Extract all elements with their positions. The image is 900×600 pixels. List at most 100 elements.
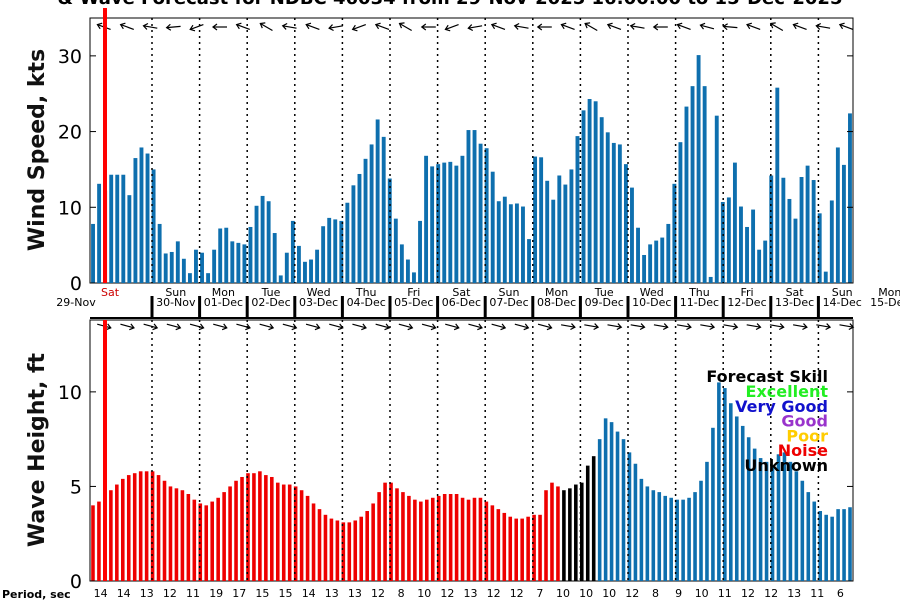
wave-height-bar	[97, 501, 101, 581]
wind-speed-bar	[139, 147, 144, 283]
wave-height-bar	[794, 471, 799, 581]
wind-speed-bar	[442, 162, 447, 283]
wave-height-bar	[723, 388, 727, 581]
wave-direction-arrow	[166, 323, 182, 331]
day-label: Tue	[261, 286, 281, 299]
wave-height-axis-label: Wave Height, ft	[25, 352, 50, 547]
wave-direction-arrow	[236, 323, 251, 331]
wind-speed-bar	[581, 110, 586, 284]
wave-height-bar	[323, 514, 328, 581]
wind-speed-bar	[678, 142, 683, 283]
wave-height-bar	[717, 382, 721, 581]
period-tick-label: 13	[464, 587, 478, 600]
wind-speed-bar	[726, 197, 731, 283]
wave-direction-arrow	[421, 323, 437, 331]
wind-speed-bar	[702, 86, 707, 283]
wave-height-bar	[782, 452, 787, 581]
wind-speed-bar	[412, 272, 416, 283]
wave-height-bar	[216, 497, 220, 581]
wave-y-tick-label: 0	[70, 571, 82, 593]
wind-speed-bar	[805, 165, 810, 283]
wave-height-bar	[693, 492, 697, 581]
wind-direction-arrow	[606, 22, 622, 30]
wave-height-bar	[770, 467, 775, 581]
wind-speed-bar	[303, 261, 307, 283]
wind-speed-bar	[623, 164, 628, 283]
wind-speed-bar	[357, 173, 362, 283]
wind-speed-bar	[157, 223, 162, 283]
period-tick-label: 11	[810, 587, 824, 600]
wave-direction-arrow	[398, 323, 414, 331]
wind-speed-bar	[97, 183, 102, 283]
wind-direction-arrow	[142, 22, 158, 30]
wind-direction-arrow	[629, 22, 645, 30]
wind-speed-bar	[133, 158, 138, 283]
wave-height-bar	[746, 437, 751, 581]
wave-height-bar	[562, 490, 566, 581]
wind-direction-arrow	[328, 24, 343, 32]
wave-height-bar	[615, 431, 620, 581]
wave-height-bar	[574, 484, 578, 581]
wave-height-bar	[812, 501, 817, 581]
wave-height-bar	[729, 403, 733, 581]
chart-title: & Wave Forecast for NDBC 46034 from 29-N…	[58, 0, 843, 9]
wind-speed-bar	[218, 228, 223, 283]
period-tick-label: 7	[536, 587, 543, 600]
wind-direction-arrow	[490, 22, 506, 30]
day-label: Sun	[165, 286, 186, 299]
wind-speed-bar	[381, 136, 386, 283]
wind-speed-bar	[448, 161, 453, 283]
legend-entry: Good	[781, 412, 828, 431]
day-label: Sat	[452, 286, 471, 299]
wind-direction-arrow	[398, 22, 412, 32]
wind-speed-bar	[478, 143, 483, 283]
wave-height-bar	[568, 488, 572, 581]
day-label: Mon	[878, 286, 900, 299]
wave-height-bar	[180, 490, 185, 581]
day-label: Fri	[407, 286, 420, 299]
wave-height-bar	[204, 505, 209, 581]
wave-height-bar	[544, 490, 548, 581]
wave-height-bar	[144, 471, 149, 581]
wind-speed-bar	[363, 158, 368, 283]
wind-direction-arrow	[746, 22, 761, 30]
wave-height-bar	[132, 473, 137, 581]
wind-speed-bar	[333, 219, 338, 283]
wave-height-panel: 0 5 10 14 14 13 12 11 19 17 15 15 14 13 13 12 8 10 12 13 12 1…	[58, 296, 855, 600]
wind-direction-arrow	[119, 22, 134, 30]
day-label: Thu	[355, 286, 377, 299]
wave-height-bar	[228, 486, 232, 581]
wave-height-bar	[430, 497, 435, 581]
day-label: Mon	[545, 286, 568, 299]
date-label: 02-Dec	[251, 296, 290, 309]
wind-speed-bar	[284, 252, 289, 283]
wind-speed-bar	[91, 223, 95, 283]
date-label: 05-Dec	[394, 296, 433, 309]
period-tick-label: 9	[675, 587, 682, 600]
wave-height-bar	[222, 492, 226, 581]
period-tick-label: 17	[232, 587, 246, 600]
wind-direction-arrow	[305, 22, 320, 30]
date-label: 13-Dec	[775, 296, 814, 309]
wave-height-bar	[150, 471, 155, 581]
wave-height-bar	[734, 416, 739, 581]
wave-height-bar	[818, 511, 823, 581]
wave-height-bar	[454, 494, 459, 581]
wave-height-bar	[389, 482, 393, 581]
wind-speed-bar	[630, 187, 634, 283]
wave-direction-arrow	[793, 323, 808, 331]
wind-speed-bar	[187, 273, 192, 283]
wind-speed-bar	[194, 249, 198, 283]
wind-speed-bar	[848, 113, 852, 284]
day-label: Thu	[688, 286, 710, 299]
wind-speed-bar	[405, 259, 410, 283]
wave-direction-arrow	[514, 323, 530, 331]
wind-speed-bar	[151, 169, 156, 283]
wind-speed-axis-label: Wind Speed, kts	[25, 49, 50, 251]
wind-speed-bar	[369, 144, 374, 283]
period-tick-label: 12	[440, 587, 454, 600]
wave-height-bar	[687, 497, 691, 581]
date-label: 29-Nov	[56, 296, 96, 309]
period-tick-label: 8	[652, 587, 659, 600]
wave-height-bar	[377, 492, 381, 581]
